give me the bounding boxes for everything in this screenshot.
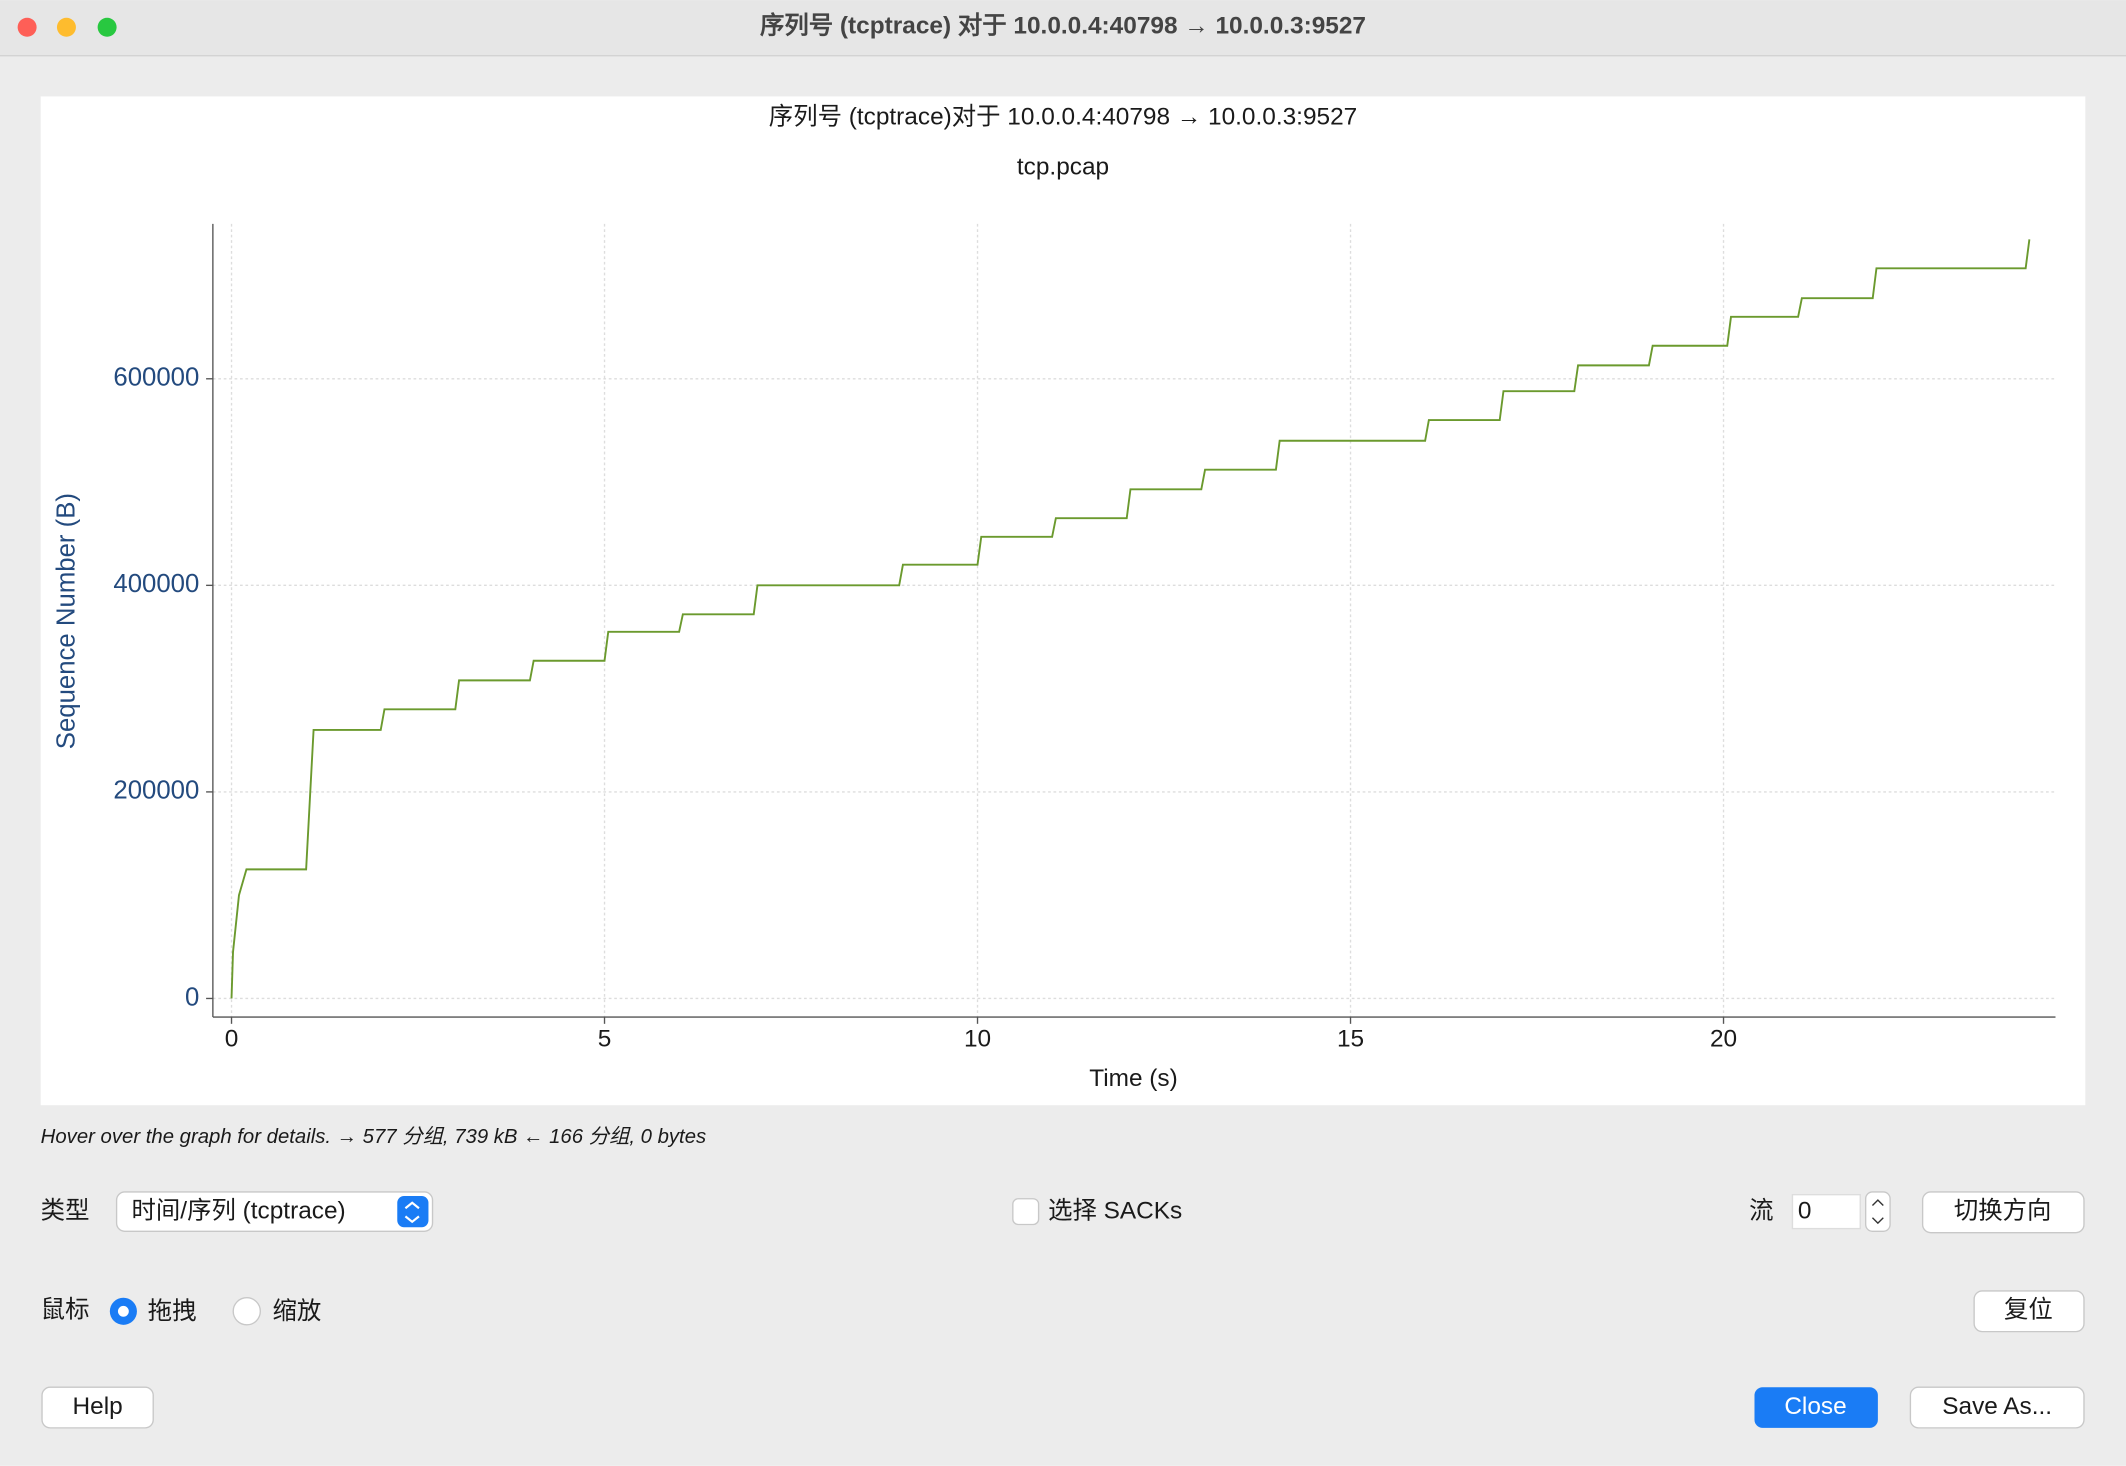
- type-label: 类型: [41, 1198, 90, 1225]
- type-value: 时间/序列 (tcptrace): [132, 1198, 346, 1225]
- close-label: Close: [1784, 1393, 1846, 1420]
- sacks-checkbox[interactable]: [1012, 1198, 1040, 1226]
- spinner-icon: [1871, 1199, 1884, 1225]
- switch-label: 切换方向: [1954, 1198, 2052, 1225]
- status-text: Hover over the graph for details. → 577 …: [41, 1125, 707, 1148]
- stream-value: 0: [1798, 1198, 1812, 1225]
- x-tick-label: 15: [1337, 1026, 1364, 1053]
- chart-title: 序列号 (tcptrace)对于 10.0.0.4:40798 → 10.0.0…: [769, 104, 1357, 131]
- data-line: [230, 239, 2031, 999]
- close-button[interactable]: [1754, 1387, 1878, 1428]
- y-tick-label: 600000: [113, 364, 199, 392]
- stream-label: 流: [1749, 1198, 1773, 1225]
- x-axis-label: Time (s): [1089, 1065, 1178, 1092]
- mouse-label: 鼠标: [41, 1297, 90, 1324]
- help-button[interactable]: [41, 1386, 154, 1429]
- drag-radio-dot: [117, 1305, 129, 1317]
- min-dot[interactable]: [56, 17, 76, 37]
- stream-input[interactable]: [1791, 1193, 1861, 1230]
- save-button[interactable]: [1909, 1386, 2085, 1429]
- window-title: 序列号 (tcptrace) 对于 10.0.0.4:40798 → 10.0.…: [760, 12, 1366, 40]
- reset-button[interactable]: [1973, 1290, 2085, 1333]
- y-tick-label: 400000: [113, 570, 199, 598]
- reset-label: 复位: [2004, 1297, 2053, 1324]
- zoom-radio[interactable]: [232, 1297, 262, 1326]
- close-dot[interactable]: [17, 17, 37, 37]
- x-tick-label: 0: [225, 1026, 239, 1053]
- y-tick-label: 200000: [113, 777, 199, 805]
- max-dot[interactable]: [97, 17, 117, 37]
- type-dropdown[interactable]: [115, 1191, 434, 1232]
- chart-subtitle: tcp.pcap: [1017, 154, 1109, 181]
- x-tick-label: 5: [598, 1026, 612, 1053]
- dropdown-icon: [404, 1201, 420, 1224]
- y-axis-label: Sequence Number (B): [53, 493, 81, 749]
- chart: 序列号 (tcptrace)对于 10.0.0.4:40798 → 10.0.0…: [53, 104, 2056, 1092]
- switch-button[interactable]: [1921, 1191, 2085, 1234]
- zoom-label: 缩放: [273, 1298, 322, 1325]
- x-tick-label: 10: [964, 1026, 991, 1053]
- plot-panel[interactable]: [40, 96, 2086, 1106]
- drag-label: 拖拽: [148, 1298, 197, 1325]
- dropdown-arrow: [397, 1196, 429, 1228]
- sacks-label: 选择 SACKs: [1048, 1198, 1182, 1225]
- save-label: Save As...: [1942, 1393, 2052, 1420]
- x-tick-label: 20: [1710, 1026, 1737, 1053]
- y-tick-label: 0: [185, 983, 199, 1011]
- title-bar: [0, 0, 2126, 56]
- stream-spinner[interactable]: [1864, 1191, 1891, 1232]
- help-label: Help: [73, 1393, 123, 1420]
